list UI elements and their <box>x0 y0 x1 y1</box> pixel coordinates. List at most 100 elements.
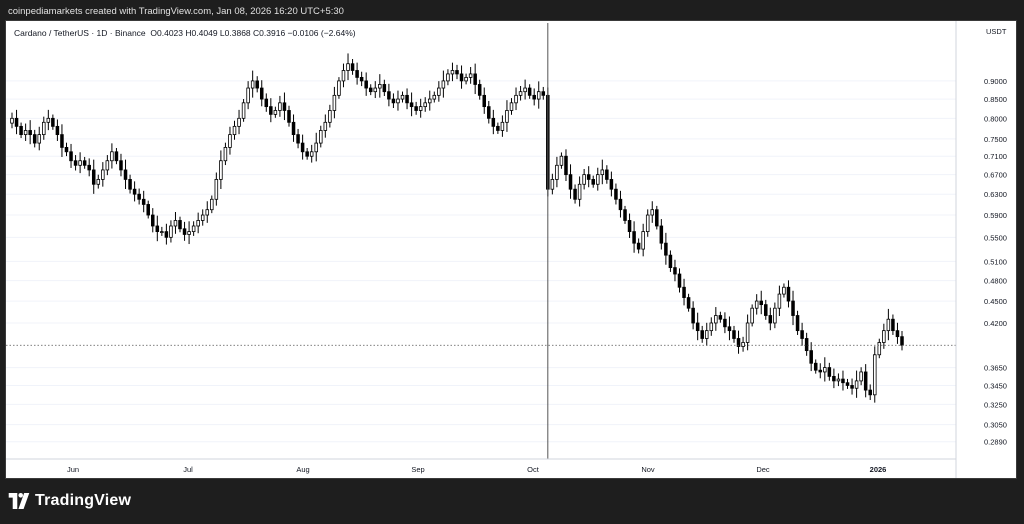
overlay-layer: 0.391613:09:58HighLow0.2737 <box>6 22 1014 461</box>
candle <box>105 155 110 176</box>
candle <box>119 153 123 177</box>
candle <box>614 183 618 205</box>
chart-frame[interactable]: 0.391613:09:58HighLow0.2737 0.9000 0.8500… <box>5 20 1017 479</box>
y-tick-label: 0.5900 <box>984 211 1007 220</box>
candle-body <box>636 242 641 250</box>
candle <box>891 314 895 335</box>
tradingview-logo-icon <box>8 493 30 509</box>
candle <box>827 362 832 381</box>
candle <box>727 316 732 341</box>
candle-body <box>259 87 264 100</box>
candle <box>387 83 391 107</box>
candle <box>686 293 691 312</box>
grid-layer <box>6 80 956 443</box>
candle <box>241 99 246 122</box>
candle-body <box>228 134 232 148</box>
candle <box>405 88 409 110</box>
candle-body <box>400 94 405 100</box>
candle-body <box>704 330 709 339</box>
candle <box>137 188 141 205</box>
candle <box>173 212 178 234</box>
candle <box>123 159 128 189</box>
candle <box>210 195 214 214</box>
candle-body <box>328 110 332 123</box>
candle-body <box>309 151 314 157</box>
candle <box>355 62 359 85</box>
candle <box>205 201 210 223</box>
candle-body <box>641 231 645 250</box>
tradingview-brand[interactable]: TradingView <box>8 492 131 510</box>
candle-body <box>146 204 150 216</box>
candle <box>895 322 900 344</box>
candle <box>141 190 146 213</box>
candle <box>541 86 546 100</box>
candle-body <box>668 254 673 269</box>
candle <box>691 301 695 330</box>
candle <box>695 312 700 341</box>
candle-body <box>773 307 777 324</box>
candle <box>845 378 850 389</box>
candle <box>754 294 759 315</box>
candle-body <box>800 330 804 339</box>
candle-body <box>78 160 82 166</box>
candlestick-chart[interactable]: 0.391613:09:58HighLow0.2737 0.9000 0.8500… <box>6 21 1016 478</box>
candle <box>418 98 423 118</box>
candle-body <box>691 307 695 324</box>
candle <box>391 93 396 109</box>
candle <box>73 155 78 171</box>
candle <box>319 125 323 148</box>
candle <box>795 310 800 335</box>
candle-body <box>151 214 155 227</box>
candle <box>682 278 686 306</box>
candle <box>223 142 228 166</box>
y-tick-label: 0.4200 <box>984 319 1007 328</box>
candle-body <box>246 87 250 104</box>
candle <box>196 212 200 234</box>
candle <box>87 158 91 177</box>
candle <box>759 290 763 315</box>
candle-body <box>586 174 591 180</box>
candle-body <box>28 130 32 136</box>
y-tick-label: 0.3050 <box>984 421 1007 430</box>
candle-body <box>732 330 736 339</box>
candle <box>114 147 119 165</box>
candle-body <box>427 98 432 104</box>
candle-body <box>264 98 269 108</box>
candle <box>219 150 223 189</box>
candle-body <box>42 121 46 136</box>
candle-body <box>677 273 682 288</box>
candle <box>750 304 754 327</box>
candle-body <box>809 350 813 364</box>
candle <box>378 74 382 98</box>
candle-body <box>200 214 205 221</box>
candle <box>709 317 714 336</box>
candle <box>146 200 150 219</box>
candle <box>677 268 682 293</box>
candle <box>782 283 786 298</box>
candle <box>28 120 32 145</box>
candle <box>877 338 882 359</box>
candle <box>518 86 523 101</box>
candle-body <box>341 70 346 82</box>
candle <box>477 79 482 100</box>
candle <box>582 168 586 190</box>
candle <box>414 101 418 115</box>
candle <box>346 53 350 81</box>
y-tick-label: 0.2890 <box>984 438 1007 447</box>
candle-body <box>514 94 518 104</box>
candle-body <box>359 77 364 82</box>
candle-body <box>623 209 627 221</box>
attribution-text: coinpediamarkets created with TradingVie… <box>8 6 344 17</box>
candle-body <box>813 362 818 371</box>
candle-body <box>650 209 655 216</box>
candle-body <box>573 188 577 200</box>
candle-body <box>600 169 605 176</box>
candle <box>110 143 114 169</box>
candle-body <box>418 106 423 111</box>
candle-body <box>541 91 546 96</box>
candle <box>723 312 727 334</box>
price-axis-bg <box>956 21 1016 478</box>
candle <box>863 364 868 398</box>
candle-body <box>305 151 309 157</box>
candle <box>246 81 250 110</box>
